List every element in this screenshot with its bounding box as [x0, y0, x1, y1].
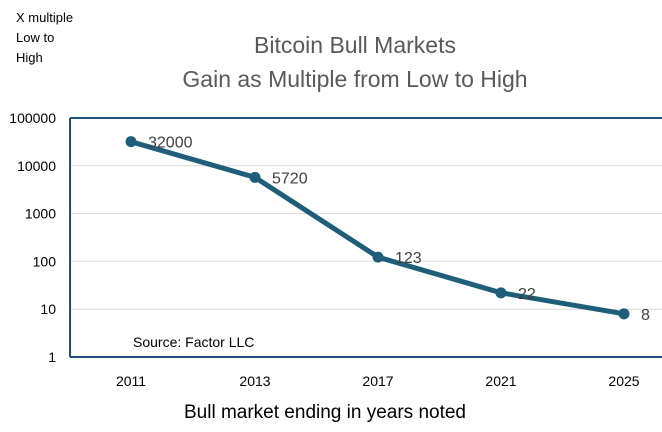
y-tick-label: 10000: [17, 158, 56, 174]
data-label: 8: [641, 307, 650, 324]
data-label: 32000: [148, 135, 193, 152]
data-label: 123: [395, 250, 422, 267]
y-tick-label: 100: [33, 253, 57, 269]
x-tick-label: 2017: [362, 373, 393, 389]
data-point: [249, 171, 261, 183]
data-point: [495, 287, 507, 299]
y-axis-label: X multiple Low to High: [16, 10, 74, 65]
x-tick-label: 2021: [485, 373, 516, 389]
x-tick-label: 2011: [116, 373, 146, 389]
y-tick-label: 100000: [9, 110, 56, 126]
y-tick-label: 1000: [25, 206, 56, 222]
series-line: [128, 139, 627, 317]
data-point: [372, 251, 384, 263]
x-tick-label: 2025: [608, 373, 639, 389]
x-tick-label: 2013: [239, 373, 270, 389]
series-line-group: [125, 136, 630, 320]
y-tick-label: 10: [40, 301, 56, 317]
data-point: [618, 308, 630, 320]
chart-title: Bitcoin Bull Markets: [254, 32, 456, 58]
data-point: [125, 136, 137, 148]
y-tick-labels: 1 10 100 1000 10000 100000: [9, 110, 56, 365]
data-label: 22: [518, 286, 536, 303]
axes: [69, 117, 662, 358]
source-note: Source: Factor LLC: [133, 334, 254, 350]
data-label: 5720: [272, 170, 308, 187]
y-tick-label: 1: [48, 349, 56, 365]
x-tick-labels: 2011 2013 2017 2021 2025: [116, 373, 640, 389]
data-labels: 32000 5720 123 22 8: [148, 135, 650, 324]
x-axis-label: Bull market ending in years noted: [184, 402, 466, 423]
chart-subtitle: Gain as Multiple from Low to High: [182, 66, 528, 92]
